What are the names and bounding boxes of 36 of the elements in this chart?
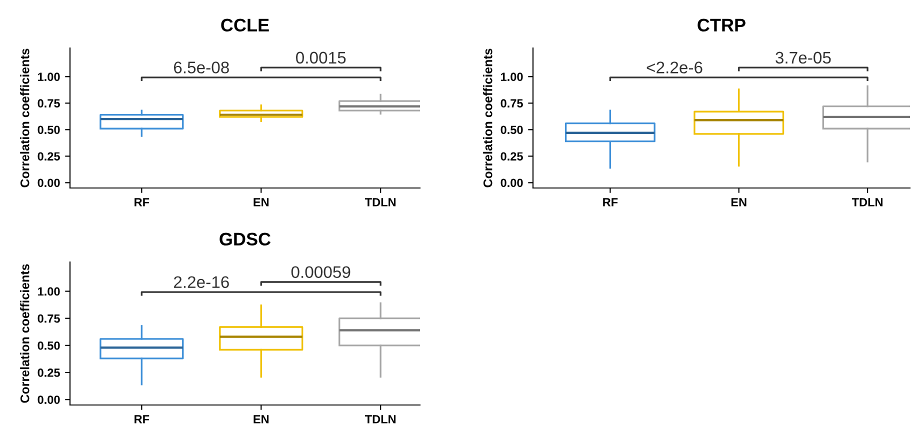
x-tick-label: TDLN: [364, 198, 396, 206]
annotation: 2.2e-16: [174, 276, 229, 288]
x-tick-label: EN: [731, 198, 746, 206]
y-tick-label: 0.25: [38, 368, 60, 377]
y-tick-label: 0.25: [38, 152, 60, 161]
x-tick-label: EN: [254, 198, 269, 206]
annotation: 0.0015: [296, 52, 346, 64]
annotation: 6.5e-08: [174, 62, 229, 74]
chart-title: GDSC: [220, 232, 271, 246]
x-tick-label: RF: [134, 198, 150, 206]
y-tick-label: 0.75: [38, 99, 60, 108]
y-tick-label: 0.75: [500, 99, 523, 108]
chart-title: CTRP: [698, 18, 746, 32]
y-tick-label: 1.00: [38, 287, 60, 296]
y-tick-label: 0.25: [500, 152, 523, 161]
y-axis-title: Correlation coefficients: [483, 48, 492, 188]
y-tick-label: 0.00: [500, 178, 523, 188]
y-tick-label: 0.00: [38, 396, 60, 404]
y-axis-title: Correlation coefficients: [20, 48, 30, 188]
y-tick-label: 1.00: [501, 72, 523, 82]
y-tick-label: 0.75: [38, 314, 60, 323]
y-tick-label: 0.00: [38, 178, 60, 188]
x-tick-label: RF: [134, 415, 150, 424]
y-axis-title: Correlation coefficients: [20, 264, 30, 403]
x-tick-label: TDLN: [364, 415, 396, 424]
y-tick-label: 0.50: [38, 341, 60, 350]
x-tick-label: RF: [603, 198, 618, 206]
y-tick-label: 0.50: [38, 126, 60, 134]
chart-title: CCLE: [221, 18, 269, 32]
annotation: 0.00059: [291, 266, 350, 278]
x-tick-label: EN: [254, 415, 269, 424]
x-tick-label: TDLN: [852, 198, 882, 206]
annotation: <2.2e-6: [646, 62, 702, 74]
y-tick-label: 1.00: [38, 72, 60, 82]
y-tick-label: 0.50: [500, 126, 523, 134]
annotation: 3.7e-05: [776, 52, 831, 64]
